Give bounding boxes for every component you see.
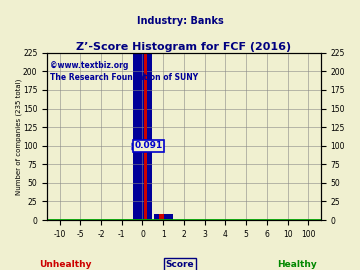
Title: Z’-Score Histogram for FCF (2016): Z’-Score Histogram for FCF (2016) — [76, 42, 292, 52]
Bar — [144, 53, 147, 220]
Text: Industry: Banks: Industry: Banks — [137, 16, 223, 26]
Text: Score: Score — [166, 260, 194, 269]
Y-axis label: Number of companies (235 total): Number of companies (235 total) — [15, 78, 22, 195]
Bar — [133, 53, 152, 220]
Text: 0.091: 0.091 — [134, 141, 162, 150]
Bar — [158, 214, 164, 220]
Bar — [154, 214, 172, 220]
Text: Unhealthy: Unhealthy — [40, 260, 92, 269]
Text: The Research Foundation of SUNY: The Research Foundation of SUNY — [50, 73, 198, 82]
Text: ©www.textbiz.org: ©www.textbiz.org — [50, 61, 128, 70]
Text: Healthy: Healthy — [277, 260, 317, 269]
